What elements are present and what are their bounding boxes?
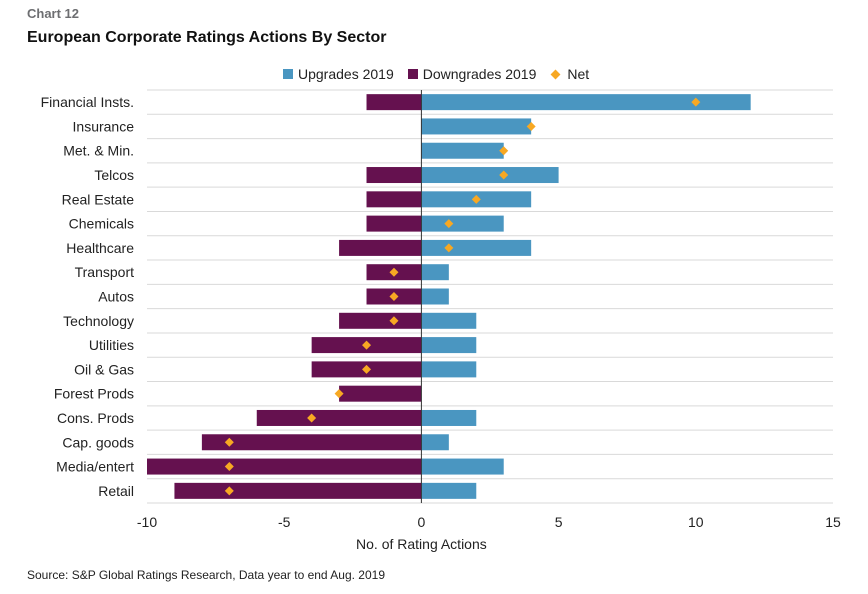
category-label: Oil & Gas	[74, 361, 134, 377]
x-axis-label: No. of Rating Actions	[356, 536, 487, 552]
category-label: Chemicals	[69, 216, 134, 232]
category-label: Forest Prods	[54, 386, 134, 402]
upgrade-bar	[421, 215, 504, 232]
category-label: Media/entert	[56, 459, 134, 475]
legend-net: Net	[550, 66, 589, 82]
legend-upgrades-label: Upgrades 2019	[298, 66, 394, 82]
downgrades-swatch	[407, 69, 418, 79]
category-label: Utilities	[89, 337, 134, 353]
downgrade-bar	[366, 94, 422, 111]
legend-downgrades: Downgrades 2019	[407, 66, 537, 82]
legend-upgrades: Upgrades 2019	[283, 66, 394, 82]
x-tick-label: -5	[278, 514, 291, 530]
x-tick-label: 5	[555, 514, 563, 530]
net-marker	[334, 389, 344, 399]
net-marker	[499, 170, 509, 180]
net-marker	[362, 364, 372, 374]
legend-net-label: Net	[567, 66, 590, 82]
net-marker	[362, 340, 372, 350]
category-label: Real Estate	[62, 191, 135, 207]
downgrade-bar	[366, 191, 422, 208]
upgrades-swatch	[283, 69, 293, 79]
upgrade-bar	[421, 264, 449, 281]
upgrade-bar	[421, 409, 477, 426]
upgrade-bar	[421, 118, 532, 135]
category-label: Autos	[98, 289, 134, 305]
net-marker	[691, 97, 701, 107]
category-label: Transport	[75, 264, 135, 280]
category-label: Telcos	[94, 167, 134, 183]
category-label: Financial Insts.	[41, 94, 134, 110]
net-marker	[389, 267, 399, 277]
downgrade-bar	[339, 385, 422, 402]
downgrade-bar	[256, 409, 422, 426]
upgrade-bar	[421, 312, 477, 329]
downgrade-bar	[339, 312, 422, 329]
category-label: Healthcare	[66, 240, 134, 256]
upgrade-bar	[421, 167, 559, 184]
category-label: Cap. goods	[62, 434, 134, 450]
x-tick-label: 10	[688, 514, 704, 530]
net-marker	[389, 292, 399, 301]
x-tick-label: 0	[418, 514, 426, 530]
net-marker	[444, 219, 454, 229]
net-marker	[526, 121, 536, 131]
downgrade-bar	[174, 482, 422, 499]
downgrade-bar	[366, 167, 422, 184]
net-marker	[224, 437, 234, 447]
downgrade-bar	[147, 458, 422, 475]
upgrade-bar	[421, 482, 477, 499]
net-marker	[471, 194, 481, 204]
upgrade-bar	[421, 361, 477, 378]
chart-number: Chart 12	[27, 6, 80, 21]
upgrade-bar	[421, 434, 449, 451]
net-marker	[224, 486, 234, 496]
source-note: Source: S&P Global Ratings Research, Dat…	[27, 568, 385, 582]
downgrade-bar	[339, 239, 422, 256]
x-tick-label: -10	[137, 514, 157, 530]
x-tick-label: 15	[825, 514, 841, 530]
category-label: Insurance	[73, 118, 135, 134]
upgrade-bar	[421, 288, 449, 305]
upgrade-bar	[421, 142, 504, 159]
net-marker	[444, 243, 454, 253]
net-marker	[307, 413, 317, 423]
category-label: Retail	[98, 483, 134, 499]
category-label: Met. & Min.	[63, 143, 134, 159]
upgrade-bar	[421, 337, 477, 354]
category-label: Technology	[63, 313, 134, 329]
downgrade-bar	[366, 215, 422, 232]
upgrade-bar	[421, 458, 504, 475]
chart-title: European Corporate Ratings Actions By Se…	[27, 29, 387, 46]
upgrade-bar	[421, 94, 751, 111]
category-label: Cons. Prods	[57, 410, 134, 426]
legend-downgrades-label: Downgrades 2019	[422, 66, 537, 82]
legend: Upgrades 2019 Downgrades 2019 Net	[283, 66, 603, 82]
net-marker	[499, 146, 509, 156]
net-marker	[389, 316, 399, 326]
upgrade-bar	[421, 239, 532, 256]
net-marker	[224, 462, 234, 472]
downgrade-bar	[201, 434, 422, 451]
